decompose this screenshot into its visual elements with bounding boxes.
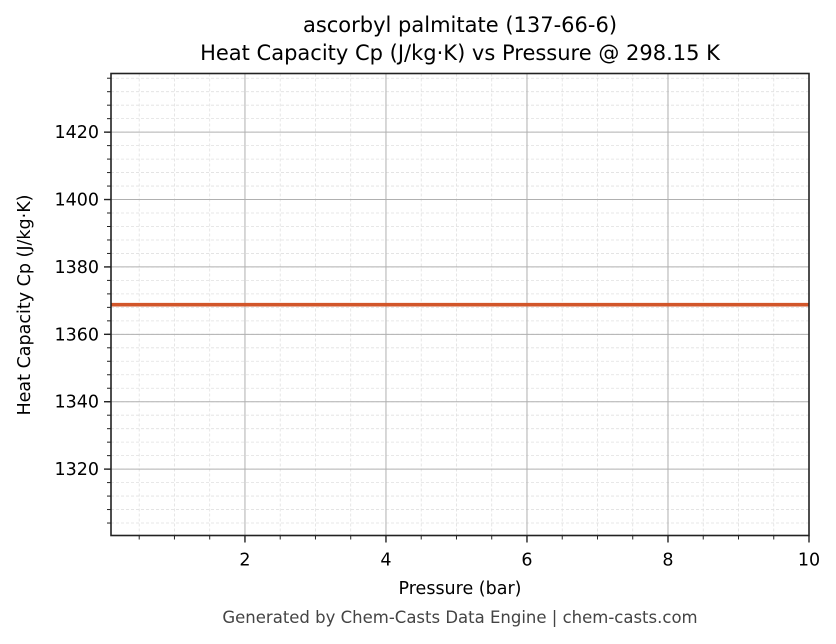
x-axis-label: Pressure (bar) [399, 579, 522, 599]
y-tick-label: 1420 [54, 123, 99, 143]
y-tick-labels: 1320 1340 1360 1380 1400 1420 [54, 123, 99, 480]
major-grid [111, 73, 810, 536]
plot-frame [110, 72, 810, 537]
y-tick-label: 1400 [54, 191, 99, 211]
x-tick-label: 4 [380, 551, 391, 571]
x-tick-label: 8 [662, 551, 673, 571]
chart-title-line2: Heat Capacity Cp (J/kg·K) vs Pressure @ … [200, 41, 720, 65]
y-tick-label: 1320 [54, 460, 99, 480]
x-tick-labels: 2 4 6 8 10 [239, 551, 820, 571]
y-tick-label: 1340 [54, 393, 99, 413]
y-axis-label: Heat Capacity Cp (J/kg·K) [15, 195, 35, 416]
chart-title-line1: ascorbyl palmitate (137-66-6) [302, 13, 618, 37]
x-tick-label: 2 [239, 551, 250, 571]
y-tick-label: 1360 [54, 325, 99, 345]
x-tick-label: 10 [798, 551, 820, 571]
footer-credit: Generated by Chem-Casts Data Engine | ch… [222, 608, 698, 627]
y-tick-label: 1380 [54, 258, 99, 278]
x-tick-label: 6 [521, 551, 532, 571]
